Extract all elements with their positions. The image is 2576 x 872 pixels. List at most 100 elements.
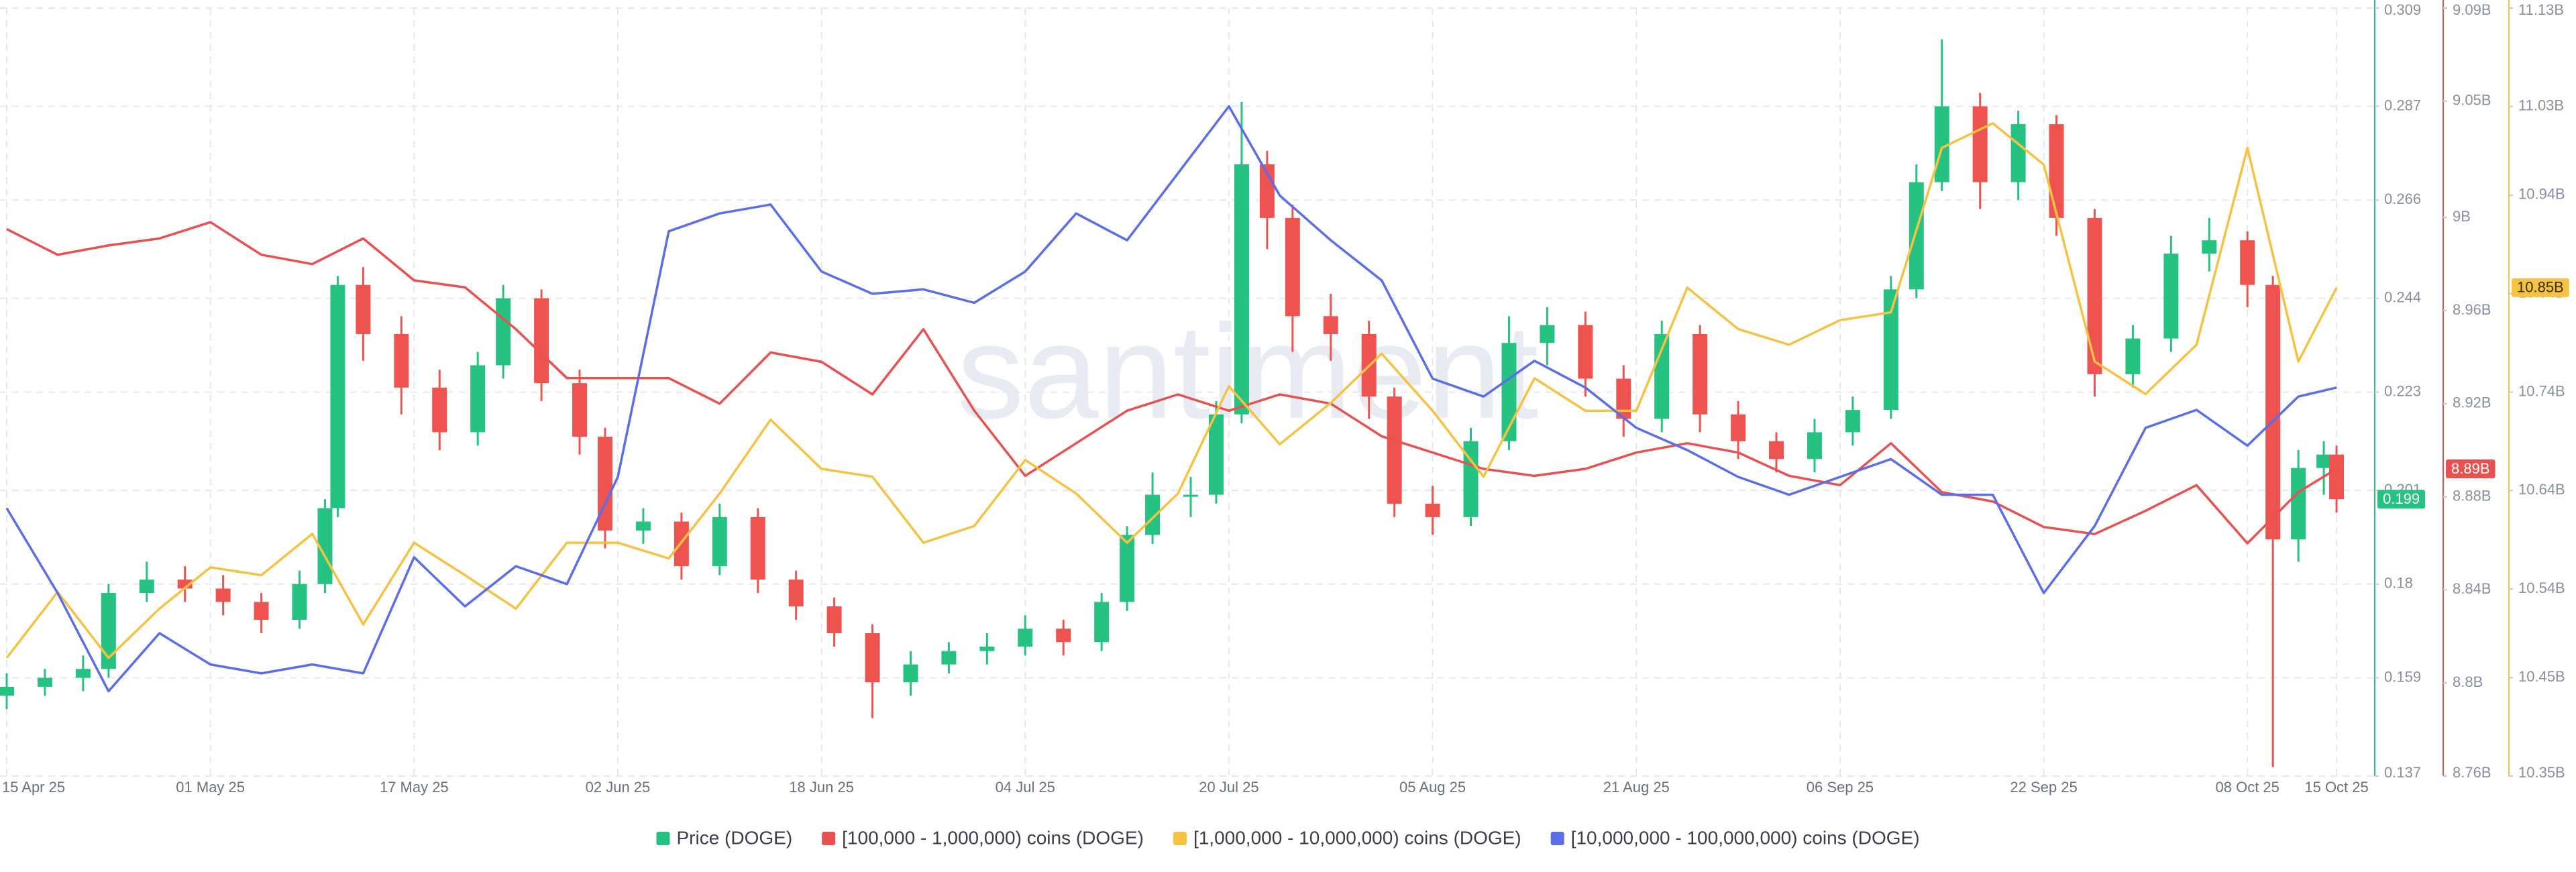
candle-body — [788, 580, 804, 607]
x-tick-label: 02 Jun 25 — [586, 779, 651, 796]
candle-body — [1909, 182, 1924, 290]
x-tick-label: 21 Aug 25 — [1603, 779, 1670, 796]
x-tick-label: 01 May 25 — [176, 779, 245, 796]
y-tick-label: 9B — [2453, 208, 2471, 225]
badge-label: 8.89B — [2451, 460, 2490, 477]
candle-body — [1056, 629, 1071, 643]
y-tick-label: 10.35B — [2518, 764, 2565, 781]
y-tick-label: 11.03B — [2518, 97, 2564, 114]
y-tick-label: 10.94B — [2518, 186, 2565, 203]
y-tick-label: 0.18 — [2384, 575, 2413, 592]
badge-box — [2446, 459, 2496, 478]
y-tick-label: 0.159 — [2384, 668, 2421, 685]
value-badge: 0.199 — [2377, 490, 2426, 509]
y-tick-label: 9.09B — [2453, 1, 2491, 18]
legend-marker — [822, 832, 836, 845]
candle-body — [2291, 468, 2306, 540]
x-tick-label: 06 Sep 25 — [1807, 779, 1874, 796]
x-tick-label: 08 Oct 25 — [2216, 779, 2279, 796]
candle-body — [292, 584, 307, 620]
candle-body — [1425, 503, 1440, 517]
candle-body — [0, 686, 14, 696]
y-tick-label: 10.64B — [2518, 481, 2565, 498]
legend-label: [10,000,000 - 100,000,000) coins (DOGE) — [1571, 827, 1920, 848]
candle-body — [1845, 410, 1860, 433]
y-tick-label: 0.137 — [2384, 764, 2421, 781]
candle-body — [979, 646, 995, 651]
y-tick-label: 8.88B — [2453, 487, 2491, 504]
candle-body — [2163, 254, 2179, 339]
candle-body — [1234, 164, 1249, 415]
candle-body — [1145, 494, 1161, 535]
badge-label: 0.199 — [2383, 490, 2420, 507]
y-tick-label: 0.223 — [2384, 382, 2421, 399]
candle-body — [2125, 338, 2141, 374]
candle-body — [2087, 217, 2102, 374]
candle-body — [37, 677, 52, 687]
x-tick-label: 22 Sep 25 — [2010, 779, 2077, 796]
y-tick-label: 10.45B — [2518, 668, 2565, 685]
candle-body — [254, 602, 269, 620]
x-tick-label: 20 Jul 25 — [1199, 779, 1258, 796]
candle-body — [1578, 325, 1593, 379]
candle-body — [1323, 316, 1338, 334]
candle-body — [750, 516, 765, 580]
candle-body — [139, 580, 154, 594]
candle-body — [1183, 494, 1198, 497]
candle-body — [1972, 106, 1988, 182]
candle-body — [1018, 629, 1033, 647]
badge-label: 10.85B — [2517, 279, 2564, 296]
candle-body — [903, 664, 918, 683]
candle-body — [496, 298, 511, 366]
candle-body — [1540, 325, 1555, 343]
candle-body — [1501, 343, 1517, 441]
x-tick-label: 04 Jul 25 — [996, 779, 1055, 796]
badge-box — [2512, 278, 2569, 297]
y-tick-label: 8.8B — [2453, 673, 2483, 690]
series-line — [5, 122, 2338, 659]
candle-body — [1285, 217, 1300, 317]
candle-body — [2329, 454, 2345, 500]
candle-body — [2049, 124, 2064, 218]
legend-marker — [1550, 832, 1564, 845]
candle-body — [2202, 240, 2217, 254]
candle-body — [330, 284, 345, 508]
candle-body — [1208, 414, 1224, 495]
value-badge: 8.89B — [2446, 459, 2496, 478]
y-tick-label: 8.92B — [2453, 394, 2491, 411]
candle-body — [2240, 240, 2255, 285]
y-tick-label: 10.74B — [2518, 382, 2565, 399]
candle-body — [356, 284, 371, 334]
candle-body — [826, 606, 842, 633]
y-tick-label: 10.54B — [2518, 580, 2565, 596]
candle-body — [534, 298, 549, 384]
y-tick-label: 8.76B — [2453, 764, 2491, 781]
candle-body — [712, 516, 727, 567]
x-tick-label: 18 Jun 25 — [789, 779, 854, 796]
candle-body — [941, 651, 957, 665]
candle-body — [1769, 441, 1784, 459]
y-tick-label: 8.84B — [2453, 580, 2491, 597]
candle-body — [1463, 441, 1479, 517]
legend-label: [100,000 - 1,000,000) coins (DOGE) — [842, 827, 1144, 848]
candle-body — [215, 588, 231, 602]
y-tick-label: 8.96B — [2453, 301, 2491, 318]
x-tick-label: 15 Oct 25 — [2304, 779, 2368, 796]
candle-body — [2316, 454, 2332, 468]
candle-body — [1616, 378, 1631, 419]
badge-box — [2377, 490, 2426, 509]
candle-body — [470, 365, 486, 433]
legend-marker — [1173, 832, 1187, 845]
x-tick-label: 05 Aug 25 — [1399, 779, 1466, 796]
y-tick-label: 0.266 — [2384, 190, 2421, 207]
candle-body — [1387, 396, 1402, 504]
candle-body — [635, 521, 651, 531]
series-line — [5, 105, 2337, 693]
candle-body — [1731, 414, 1746, 441]
y-tick-label: 11.13B — [2518, 1, 2564, 18]
x-tick-label: 17 May 25 — [380, 779, 449, 796]
candle-body — [572, 383, 588, 437]
candle-body — [1120, 535, 1135, 602]
candle-body — [394, 333, 409, 388]
candle-body — [1807, 432, 1822, 459]
